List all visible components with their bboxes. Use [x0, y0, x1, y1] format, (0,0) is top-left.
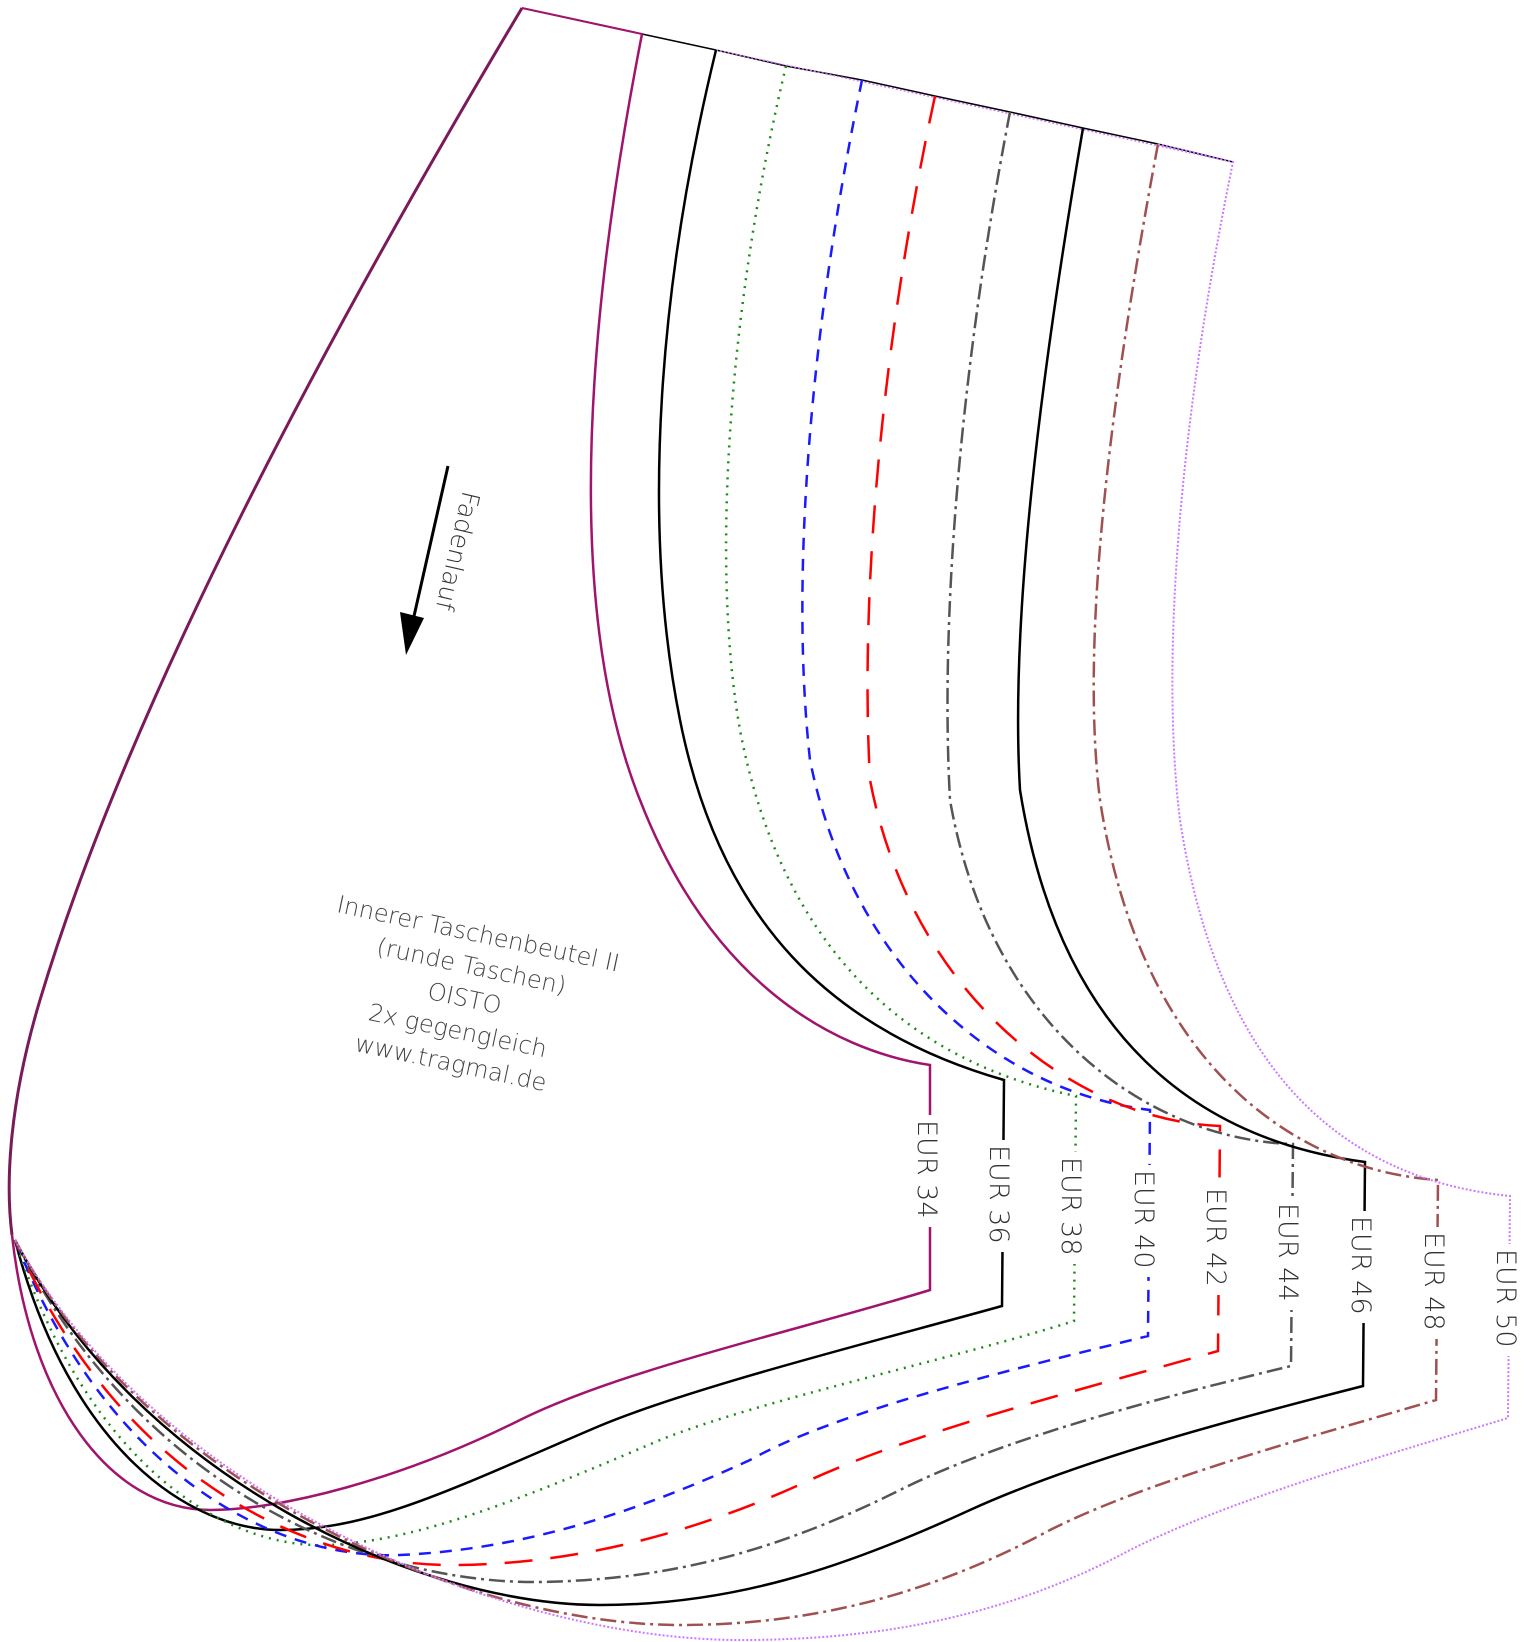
svg-text:EUR 36: EUR 36 [983, 1145, 1014, 1244]
line-eur-40 [13, 79, 1152, 1557]
svg-text:EUR 38: EUR 38 [1055, 1157, 1086, 1256]
svg-text:EUR 44: EUR 44 [1272, 1203, 1303, 1302]
svg-text:EUR 34: EUR 34 [911, 1120, 942, 1219]
label-eur-48: EUR 48 [1418, 1227, 1451, 1339]
svg-text:EUR 48: EUR 48 [1418, 1232, 1449, 1331]
label-eur-38: EUR 38 [1055, 1152, 1088, 1264]
line-eur-46 [13, 127, 1367, 1607]
svg-text:EUR 40: EUR 40 [1128, 1170, 1159, 1269]
outer-left-edge [7, 7, 524, 1236]
label-eur-44: EUR 44 [1272, 1198, 1305, 1310]
label-eur-50: EUR 50 [1490, 1244, 1523, 1356]
line-eur-36 [13, 49, 1006, 1532]
label-eur-40: EUR 40 [1128, 1165, 1161, 1277]
label-eur-34: EUR 34 [911, 1115, 944, 1227]
line-eur-44 [13, 111, 1295, 1584]
line-eur-34 [10, 33, 932, 1512]
svg-text:EUR 46: EUR 46 [1345, 1216, 1376, 1315]
line-eur-48 [13, 143, 1440, 1627]
pattern-info: Innerer Taschenbeutel II (runde Taschen)… [335, 890, 623, 1097]
line-eur-38 [13, 65, 1078, 1547]
line-eur-50 [14, 143, 1512, 1642]
top-edge [521, 7, 1234, 163]
label-eur-42: EUR 42 [1200, 1183, 1233, 1295]
svg-text:EUR 50: EUR 50 [1490, 1249, 1521, 1348]
label-eur-46: EUR 46 [1345, 1211, 1378, 1323]
line-eur-42 [13, 95, 1222, 1567]
svg-text:EUR 42: EUR 42 [1200, 1188, 1231, 1287]
label-eur-36: EUR 36 [983, 1140, 1016, 1252]
grain-line-arrow [400, 465, 450, 655]
